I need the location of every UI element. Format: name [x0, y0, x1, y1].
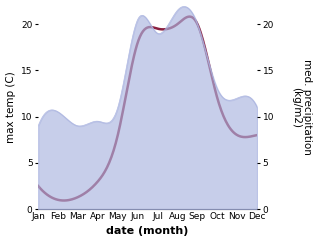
X-axis label: date (month): date (month) — [107, 227, 189, 236]
Y-axis label: med. precipitation
(kg/m2): med. precipitation (kg/m2) — [291, 59, 313, 155]
Y-axis label: max temp (C): max temp (C) — [5, 71, 16, 143]
